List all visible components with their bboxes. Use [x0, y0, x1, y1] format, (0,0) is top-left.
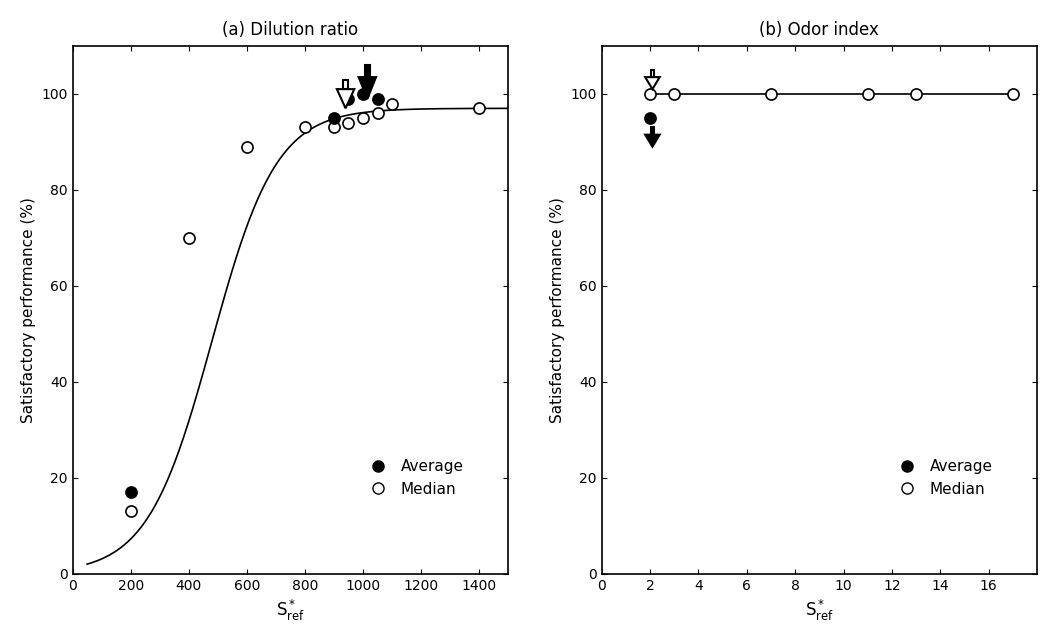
Legend: Average, Median: Average, Median: [886, 453, 999, 503]
X-axis label: $\mathrm{S}^*_\mathrm{ref}$: $\mathrm{S}^*_\mathrm{ref}$: [276, 598, 305, 623]
Polygon shape: [336, 89, 354, 108]
Legend: Average, Median: Average, Median: [357, 453, 470, 503]
Title: (b) Odor index: (b) Odor index: [760, 21, 879, 39]
Y-axis label: Satisfactory performance (%): Satisfactory performance (%): [550, 197, 565, 422]
Polygon shape: [645, 77, 660, 89]
Polygon shape: [651, 70, 655, 77]
Polygon shape: [651, 128, 655, 135]
Polygon shape: [359, 77, 376, 99]
Y-axis label: Satisfactory performance (%): Satisfactory performance (%): [21, 197, 36, 422]
Polygon shape: [343, 79, 348, 89]
X-axis label: $\mathrm{S}^*_\mathrm{ref}$: $\mathrm{S}^*_\mathrm{ref}$: [805, 598, 834, 623]
Title: (a) Dilution ratio: (a) Dilution ratio: [222, 21, 359, 39]
Polygon shape: [365, 65, 369, 77]
Polygon shape: [645, 135, 660, 147]
